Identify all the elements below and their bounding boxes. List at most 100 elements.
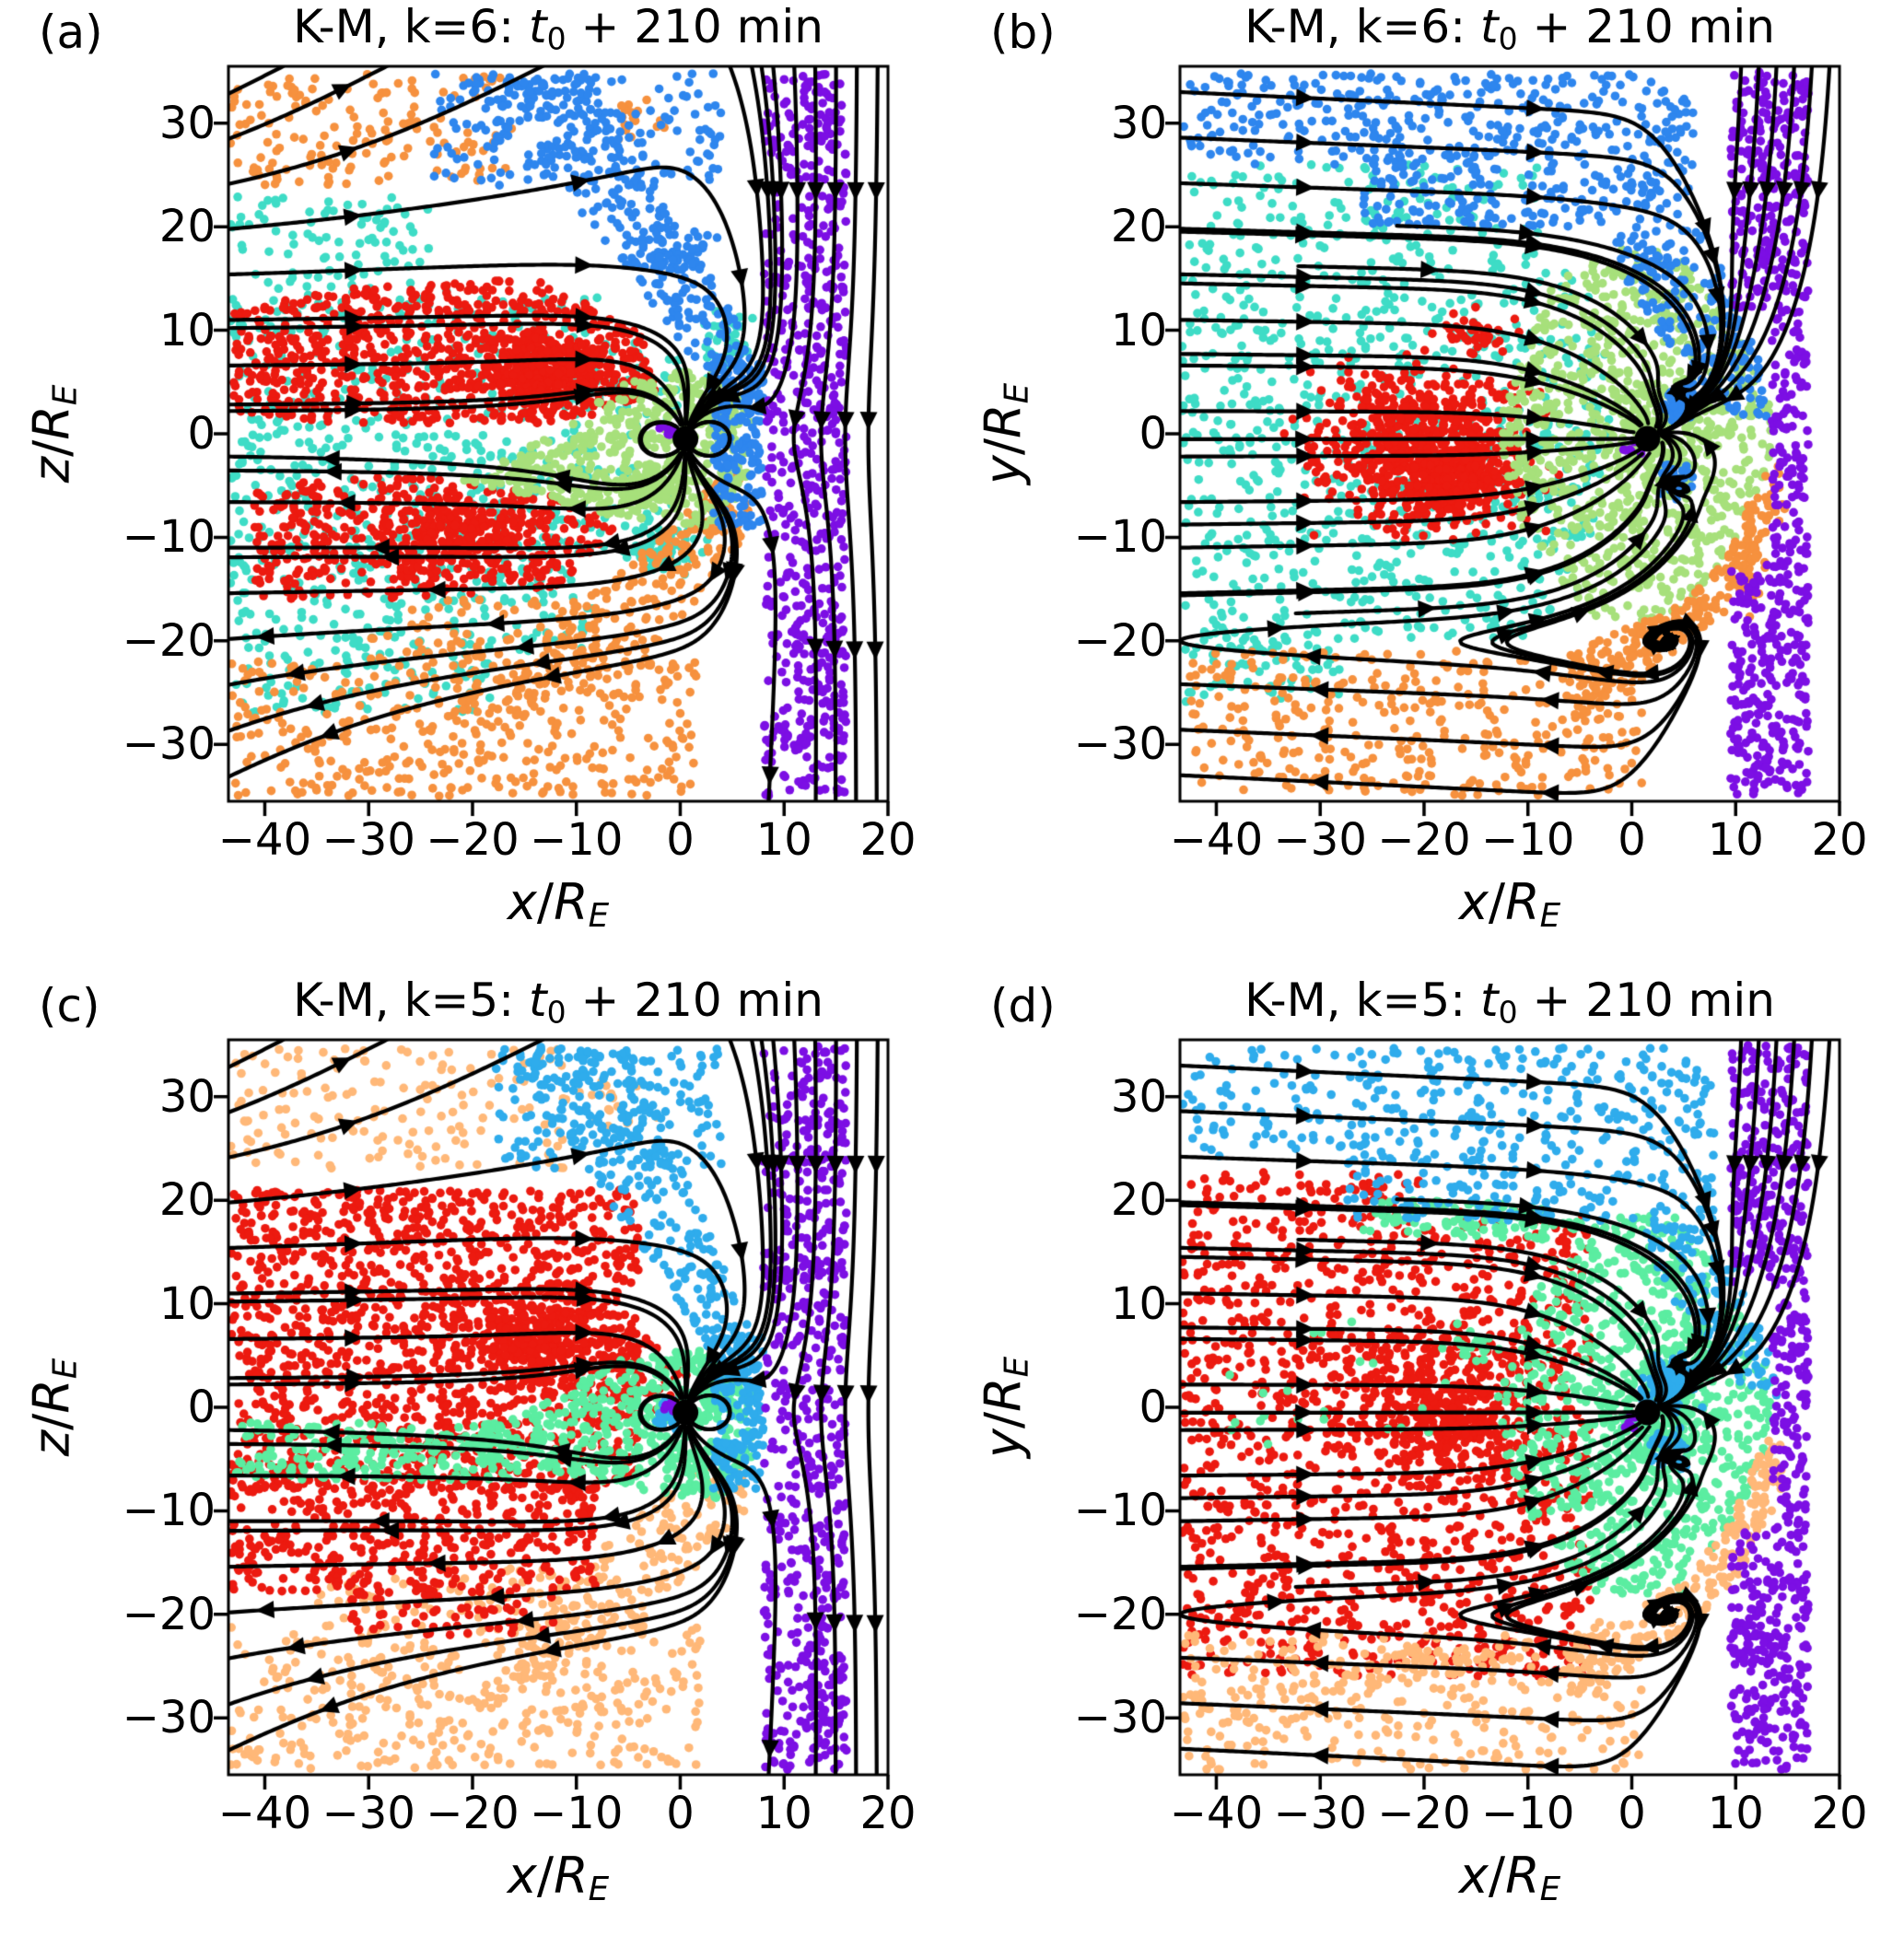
x-tick-label: −10 (1481, 814, 1575, 866)
label-segment: E (1539, 1870, 1561, 1908)
label-segment: / (536, 873, 555, 931)
y-tick-label: 30 (1110, 97, 1167, 149)
label-segment: E (998, 1356, 1036, 1378)
plot-canvas-c (0, 974, 952, 1947)
label-segment: 0 (1498, 20, 1518, 57)
label-segment: R (22, 1379, 81, 1414)
label-segment: y (974, 455, 1033, 485)
y-tick-label: −10 (1073, 1485, 1167, 1537)
label-segment: x (1458, 1847, 1489, 1905)
x-tick-label: 10 (1707, 1788, 1764, 1839)
y-tick-label: −20 (122, 614, 216, 667)
label-segment: t (529, 974, 547, 1027)
panel-c: (c) K-M, k=5: t0 + 210 min x/RE z/RE −40… (0, 974, 952, 1947)
y-tick-label: 0 (1139, 1382, 1167, 1433)
label-segment: E (588, 896, 610, 935)
y-tick-label: 0 (187, 1382, 216, 1433)
label-segment: + 210 min (1517, 974, 1775, 1027)
label-segment: R (974, 1377, 1033, 1412)
y-tick-label: 30 (158, 1070, 216, 1123)
x-tick-label: −10 (530, 1788, 624, 1839)
panel-tag: (a) (39, 6, 103, 59)
x-tick-label: −40 (1169, 814, 1264, 866)
panel-a: (a) K-M, k=6: t0 + 210 min x/RE z/RE −40… (0, 0, 952, 974)
x-tick-label: −40 (217, 1788, 312, 1839)
y-tick-label: −20 (122, 1588, 216, 1640)
y-axis-label: y/RE (975, 1357, 1036, 1458)
label-segment: R (554, 873, 589, 931)
label-segment: E (998, 382, 1036, 404)
y-tick-label: 10 (1110, 304, 1167, 356)
y-tick-label: −20 (1073, 614, 1167, 667)
label-segment: K-M, k=5: (293, 974, 529, 1027)
label-segment: K-M, k=5: (1244, 974, 1480, 1027)
plot-canvas-b (952, 0, 1903, 974)
label-segment: / (536, 1847, 555, 1905)
label-segment: / (1488, 1847, 1506, 1905)
label-segment: t (1480, 0, 1499, 53)
x-tick-label: 0 (666, 814, 695, 866)
x-tick-label: 10 (755, 1788, 812, 1839)
y-axis-label: z/RE (23, 1358, 85, 1457)
label-segment: E (46, 1358, 85, 1380)
x-tick-label: −10 (530, 814, 624, 866)
label-segment: t (529, 0, 547, 53)
panel-title: K-M, k=5: t0 + 210 min (228, 974, 888, 1030)
x-tick-label: −30 (321, 1788, 415, 1839)
panel-tag: (d) (990, 979, 1056, 1032)
y-tick-label: 20 (158, 1174, 216, 1227)
label-segment: x (507, 1847, 537, 1905)
y-tick-label: 20 (158, 201, 216, 253)
y-tick-label: −20 (1073, 1588, 1167, 1640)
x-tick-label: 20 (859, 1788, 917, 1839)
label-segment: / (1488, 873, 1506, 931)
x-tick-label: −30 (1273, 1788, 1367, 1839)
panel-tag: (b) (990, 6, 1056, 59)
panel-d: (d) K-M, k=5: t0 + 210 min x/RE y/RE −40… (952, 974, 1903, 1947)
label-segment: E (46, 384, 85, 406)
x-tick-label: −40 (1169, 1788, 1264, 1839)
label-segment: t (1480, 974, 1499, 1027)
y-axis-label: y/RE (975, 383, 1036, 484)
x-tick-label: −20 (426, 814, 520, 866)
x-tick-label: 0 (666, 1788, 695, 1839)
x-axis-label: x/RE (228, 1847, 888, 1908)
y-tick-label: −10 (122, 511, 216, 564)
label-segment: R (974, 403, 1033, 438)
x-tick-label: −30 (321, 814, 415, 866)
label-segment: 0 (546, 20, 567, 57)
y-tick-label: 20 (1110, 201, 1167, 253)
label-segment: E (1539, 896, 1561, 935)
label-segment: K-M, k=6: (293, 0, 529, 53)
label-segment: K-M, k=6: (1244, 0, 1480, 53)
label-segment: R (554, 1847, 589, 1905)
x-tick-label: −30 (1273, 814, 1367, 866)
x-tick-label: 20 (1811, 814, 1868, 866)
y-tick-label: 10 (1110, 1277, 1167, 1330)
x-tick-label: −20 (1377, 1788, 1471, 1839)
y-tick-label: 20 (1110, 1174, 1167, 1227)
label-segment: z (22, 1429, 81, 1457)
y-tick-label: −30 (122, 718, 216, 771)
x-tick-label: 20 (1811, 1788, 1868, 1839)
y-tick-label: −10 (1073, 511, 1167, 564)
label-segment: / (22, 439, 81, 457)
label-segment: + 210 min (566, 974, 824, 1027)
plot-canvas-d (952, 974, 1903, 1947)
label-segment: R (1505, 1847, 1540, 1905)
label-segment: z (22, 456, 81, 484)
panel-title: K-M, k=5: t0 + 210 min (1180, 974, 1840, 1030)
y-tick-label: 30 (1110, 1070, 1167, 1123)
label-segment: / (974, 437, 1033, 456)
y-tick-label: 0 (187, 408, 216, 460)
panel-b: (b) K-M, k=6: t0 + 210 min x/RE y/RE −40… (952, 0, 1903, 974)
y-tick-label: 0 (1139, 408, 1167, 460)
x-axis-label: x/RE (1180, 873, 1840, 935)
y-tick-label: −10 (122, 1485, 216, 1537)
x-axis-label: x/RE (228, 873, 888, 935)
label-segment: y (974, 1428, 1033, 1459)
x-tick-label: 10 (1707, 814, 1764, 866)
label-segment: + 210 min (566, 0, 824, 53)
panel-title: K-M, k=6: t0 + 210 min (1180, 0, 1840, 56)
